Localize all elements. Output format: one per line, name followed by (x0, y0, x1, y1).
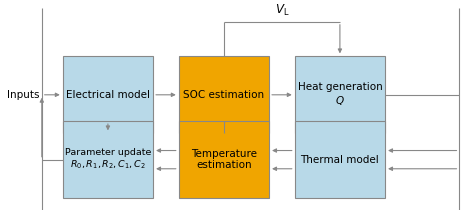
FancyBboxPatch shape (179, 56, 269, 133)
FancyBboxPatch shape (63, 56, 153, 133)
FancyBboxPatch shape (295, 121, 385, 198)
Text: Electrical model: Electrical model (66, 90, 150, 100)
Text: Inputs: Inputs (7, 90, 39, 100)
FancyBboxPatch shape (63, 121, 153, 198)
Text: SOC estimation: SOC estimation (183, 90, 264, 100)
Text: Temperature
estimation: Temperature estimation (191, 149, 257, 170)
FancyBboxPatch shape (295, 56, 385, 133)
Text: Parameter update
$R_0, R_1, R_2, C_1, C_2$: Parameter update $R_0, R_1, R_2, C_1, C_… (65, 148, 151, 171)
Text: Heat generation
$Q$: Heat generation $Q$ (298, 82, 383, 107)
Text: Thermal model: Thermal model (301, 155, 379, 165)
FancyBboxPatch shape (179, 121, 269, 198)
Text: $V_\mathrm{L}$: $V_\mathrm{L}$ (274, 3, 289, 18)
